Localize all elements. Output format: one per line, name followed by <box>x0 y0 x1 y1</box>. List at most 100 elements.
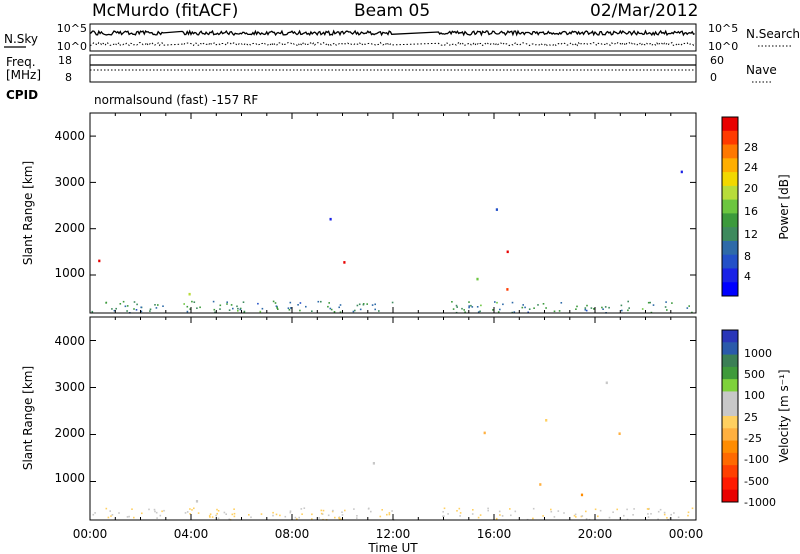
power-cell <box>585 309 588 312</box>
power-cell <box>451 301 453 303</box>
velocity-cell <box>370 510 372 513</box>
power-cell <box>371 304 374 306</box>
velocity-cell <box>657 510 660 513</box>
power-cell <box>124 305 127 308</box>
power-ylabel: Slant Range [km] <box>21 161 35 265</box>
velocity-cell <box>633 508 635 510</box>
nsky-label: N.Sky <box>4 32 38 46</box>
power-cell <box>470 304 472 307</box>
power-cell <box>542 303 545 305</box>
power-cell <box>219 308 221 310</box>
power-cell <box>352 310 355 313</box>
power-cell <box>627 309 629 312</box>
power-colorbar-swatch <box>722 268 738 283</box>
power-cell <box>671 302 673 304</box>
nsky-tick-bottom: 10^0 <box>57 40 87 53</box>
velocity-cell <box>334 516 336 519</box>
velocity-cell <box>131 508 133 510</box>
velocity-cell <box>532 517 534 520</box>
cpid-text: normalsound (fast) -157 RF <box>94 93 258 107</box>
velocity-cell <box>186 511 189 513</box>
velocity-cell <box>626 508 628 511</box>
vel-cbar-tick-100: 100 <box>744 389 765 402</box>
power-cell <box>463 309 465 311</box>
velocity-cell <box>126 516 129 518</box>
power-cell <box>499 308 501 311</box>
velocity-cell <box>514 510 517 513</box>
power-cell <box>320 300 322 303</box>
velocity-cell <box>677 516 680 519</box>
velocity-colorbar-frame <box>721 329 739 503</box>
velocity-cell <box>217 517 220 520</box>
power-cell <box>354 309 356 312</box>
velocity-cell <box>184 512 187 514</box>
velocity-cell <box>498 510 501 513</box>
velocity-cell <box>141 512 143 515</box>
velocity-cell <box>612 511 614 513</box>
power-colorbar-swatch <box>722 240 738 256</box>
freq-tick-top: 18 <box>58 54 72 67</box>
power-cell <box>339 304 342 306</box>
velocity-cell <box>459 512 462 514</box>
power-panel: Slant Range [km] 4000 3000 2000 1000 <box>21 112 697 314</box>
power-cell <box>506 288 509 291</box>
power-cell <box>391 301 394 304</box>
power-cell <box>289 301 292 304</box>
freq-panel-frame <box>89 54 697 83</box>
power-cell <box>586 304 588 307</box>
velocity-cell <box>320 509 323 512</box>
power-cell <box>497 311 500 313</box>
velocity-cell <box>275 513 278 516</box>
velocity-cell <box>391 510 393 512</box>
velocity-colorbar-swatch <box>722 489 738 503</box>
power-ytick-3000: 3000 <box>54 175 85 189</box>
power-cell <box>329 217 332 221</box>
velocity-cell <box>386 513 388 516</box>
velocity-cell <box>118 512 120 514</box>
xtick-0000: 00:00 <box>73 527 108 541</box>
power-cell <box>359 308 362 311</box>
power-cell <box>343 261 346 264</box>
power-cell <box>608 306 610 309</box>
power-cell <box>686 307 689 309</box>
velocity-ylabel: Slant Range [km] <box>21 366 35 470</box>
power-cell <box>665 301 667 303</box>
velocity-cell <box>459 515 461 517</box>
velocity-cell <box>553 516 556 518</box>
velocity-colorbar-swatches <box>722 330 738 503</box>
velocity-cell <box>217 510 220 512</box>
power-cell <box>522 304 524 306</box>
velocity-cell <box>216 512 218 515</box>
velocity-cell <box>458 507 461 510</box>
velocity-cell <box>647 508 650 510</box>
velocity-cell <box>687 514 689 517</box>
power-cell <box>111 308 113 310</box>
velocity-cell <box>563 512 565 514</box>
velocity-cell <box>193 507 195 510</box>
velocity-cell <box>580 515 583 518</box>
power-cell <box>193 301 196 303</box>
beam-title: Beam 05 <box>354 1 430 21</box>
power-colorbar-swatch <box>722 282 738 297</box>
velocity-colorbar: 1000 500 100 25 -25 -100 -500 -1000 Velo… <box>721 329 791 509</box>
power-cell <box>228 309 231 311</box>
power-cbar-tick-28: 28 <box>744 141 758 154</box>
power-cell <box>456 306 458 308</box>
velocity-cell <box>260 513 263 515</box>
velocity-cell <box>250 516 252 519</box>
power-cell <box>479 310 481 313</box>
power-cell <box>140 310 143 313</box>
power-cbar-tick-4: 4 <box>744 270 751 283</box>
power-cell <box>452 308 455 310</box>
power-cell <box>476 306 479 308</box>
velocity-cell <box>442 511 444 513</box>
power-cell <box>126 305 129 307</box>
power-cell <box>287 307 290 309</box>
velocity-cell <box>211 516 214 518</box>
velocity-cell <box>332 509 334 512</box>
power-cell <box>277 308 279 310</box>
power-cell <box>527 311 529 314</box>
power-cell <box>242 301 245 303</box>
velocity-cell <box>657 518 659 521</box>
velocity-cell <box>153 508 156 511</box>
